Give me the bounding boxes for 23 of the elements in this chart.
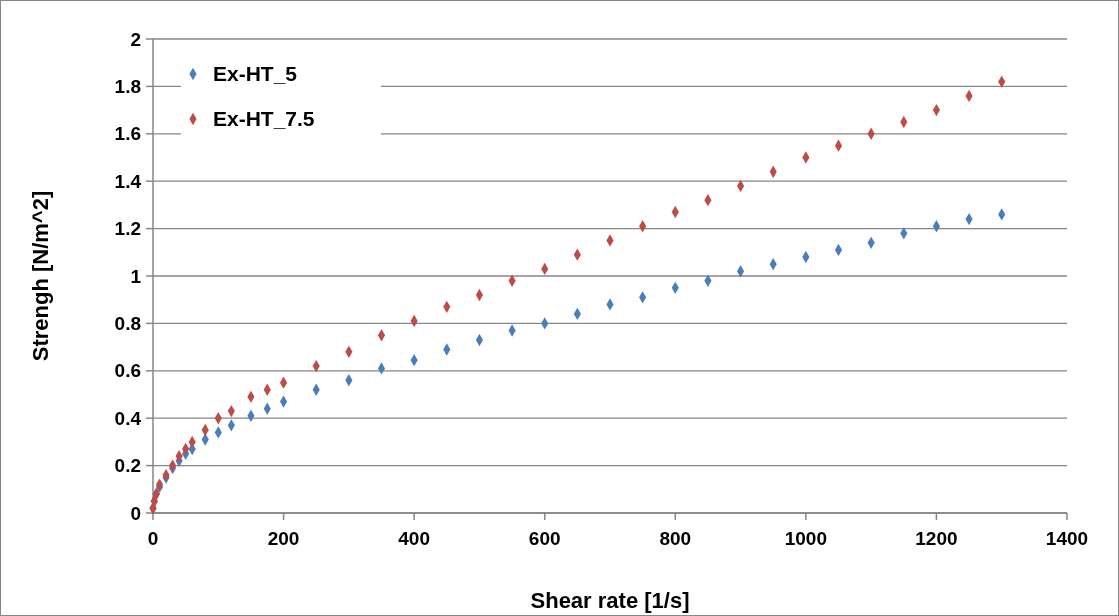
x-tick-label: 0 [147,528,159,549]
x-tick-label: 800 [659,528,692,549]
x-axis-title: Shear rate [1/s] [530,588,690,613]
y-tick-label: 1.8 [114,76,141,98]
legend-label: Ex-HT_5 [213,62,298,86]
y-tick-label: 1.6 [114,123,141,145]
y-tick-label: 0 [130,502,141,524]
y-tick-label: 1.4 [114,170,142,192]
y-tick-label: 0.6 [114,360,141,382]
y-tick-label: 1 [130,265,142,287]
y-tick-label: 0.4 [114,407,142,429]
x-tick-label: 1200 [915,528,958,549]
y-tick-label: 1.2 [114,218,141,240]
y-axis-title: Strengh [N/m^2] [28,190,53,362]
legend-label: Ex-HT_7.5 [213,107,315,131]
x-tick-label: 200 [267,528,300,549]
y-tick-label: 2 [130,28,141,50]
y-tick-label: 0.2 [114,455,141,477]
y-tick-label: 0.8 [114,313,141,335]
x-tick-label: 1000 [784,528,827,549]
x-tick-label: 400 [398,528,430,549]
x-tick-label: 1400 [1045,528,1089,549]
x-tick-label: 600 [528,528,561,549]
